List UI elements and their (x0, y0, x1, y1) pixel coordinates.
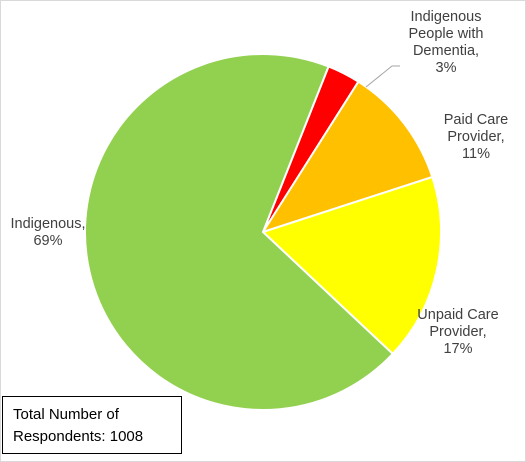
label-paid-care-provider: Paid Care Provider, 11% (444, 112, 508, 162)
label-indigenous: Indigenous, 69% (11, 216, 86, 249)
slice-unpaid-care-provider (261, 175, 442, 356)
label-dementia: Indigenous People with Dementia, 3% (409, 9, 484, 76)
leader-line-dementia (365, 65, 400, 88)
respondents-note-box: Total Number of Respondents: 1008 (2, 396, 182, 454)
respondents-note-line-1: Total Number of (13, 406, 119, 423)
slice-indigenous (84, 53, 395, 411)
label-unpaid-care-provider: Unpaid Care Provider, 17% (417, 307, 498, 357)
respondents-note-line-2: Respondents: 1008 (13, 428, 144, 445)
slice-paid-care-provider (260, 80, 434, 234)
